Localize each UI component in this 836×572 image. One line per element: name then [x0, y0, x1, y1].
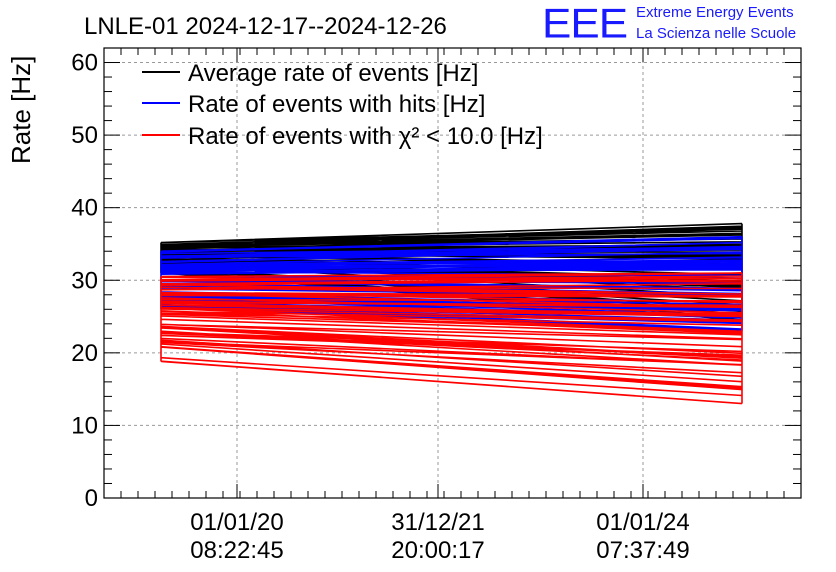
y-tick-label: 60 [71, 50, 98, 77]
x-tick-label-time: 20:00:17 [391, 537, 484, 564]
logo-line-1: Extreme Energy Events [636, 4, 794, 21]
legend-label-3: Rate of events with χ² < 10.0 [Hz] [188, 123, 543, 150]
series-3 [160, 272, 743, 405]
x-tick-label-date: 01/01/24 [596, 509, 689, 536]
eee-logo-mark: EEE [542, 0, 628, 47]
y-tick-label: 40 [71, 195, 98, 222]
logo-line-2: La Scienza nelle Scuole [636, 25, 797, 42]
y-axis-label: Rate [Hz] [6, 56, 36, 164]
y-tick-label: 50 [71, 122, 98, 149]
y-tick-label: 0 [85, 485, 98, 512]
x-tick-label-time: 07:37:49 [596, 537, 689, 564]
y-tick-label: 20 [71, 340, 98, 367]
y-tick-label: 10 [71, 412, 98, 439]
legend-label-2: Rate of events with hits [Hz] [188, 91, 485, 118]
series-layer [160, 222, 743, 405]
series-trace-3 [160, 272, 743, 405]
eee-logo: EEE Extreme Energy Events La Scienza nel… [542, 2, 832, 46]
x-tick-label-date: 31/12/21 [391, 509, 484, 536]
y-tick-label: 30 [71, 267, 98, 294]
legend-label-1: Average rate of events [Hz] [188, 60, 478, 87]
legend: Average rate of events [Hz] Rate of event… [142, 60, 543, 150]
chart-title: LNLE-01 2024-12-17--2024-12-26 [84, 13, 447, 40]
x-tick-label-time: 08:22:45 [190, 537, 283, 564]
plot-frame [103, 47, 802, 499]
x-tick-label-date: 01/01/20 [190, 509, 283, 536]
